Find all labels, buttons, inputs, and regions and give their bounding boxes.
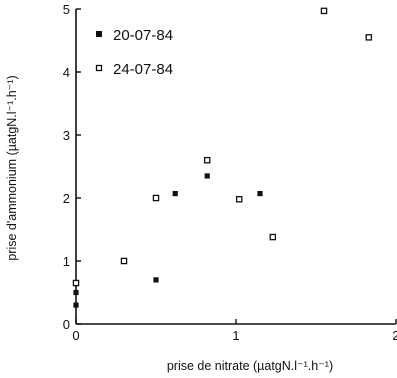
y-tick-label: 1 <box>63 254 70 269</box>
data-point-series-2 <box>320 7 328 15</box>
x-axis-title: prise de nitrate (µatgN.l⁻¹.h⁻¹) <box>167 359 333 373</box>
ticks: 0 1 2 0 1 2 3 4 5 <box>63 2 397 343</box>
y-tick-label: 4 <box>63 65 70 80</box>
data-point-series-1 <box>204 173 210 179</box>
data-point-series-1 <box>73 302 79 308</box>
data-point-series-2 <box>269 233 277 241</box>
legend-item-series-1: 20-07-84 <box>96 27 173 44</box>
data-point-series-2 <box>152 194 160 202</box>
data-point-series-1 <box>153 277 159 283</box>
y-tick-label: 0 <box>63 317 70 332</box>
x-tick-label: 2 <box>392 328 397 343</box>
y-tick-label: 5 <box>63 2 70 17</box>
y-axis-title: prise d'ammonium (µatgN.l⁻¹.h⁻¹) <box>5 75 19 260</box>
legend-label: 20-07-84 <box>113 27 173 44</box>
data-point-series-2 <box>235 196 243 203</box>
data-point-series-2 <box>365 34 373 41</box>
legend: 20-07-84 24-07-84 <box>95 27 173 78</box>
data-point-series-2 <box>72 279 80 287</box>
data-points <box>72 7 373 308</box>
legend-item-series-2: 24-07-84 <box>95 61 173 78</box>
x-tick-label: 0 <box>72 328 79 343</box>
data-point-series-2 <box>120 257 128 265</box>
legend-label: 24-07-84 <box>113 61 173 78</box>
data-point-series-1 <box>73 289 79 296</box>
data-point-series-1 <box>257 190 263 197</box>
legend-marker-filled-square <box>96 31 102 37</box>
y-tick-label: 2 <box>63 191 70 206</box>
data-point-series-2 <box>203 156 211 164</box>
x-tick-label: 1 <box>232 328 239 343</box>
data-point-series-1 <box>172 190 178 197</box>
legend-marker-open-square <box>95 64 103 72</box>
y-tick-label: 3 <box>63 128 70 143</box>
axes <box>75 9 396 325</box>
